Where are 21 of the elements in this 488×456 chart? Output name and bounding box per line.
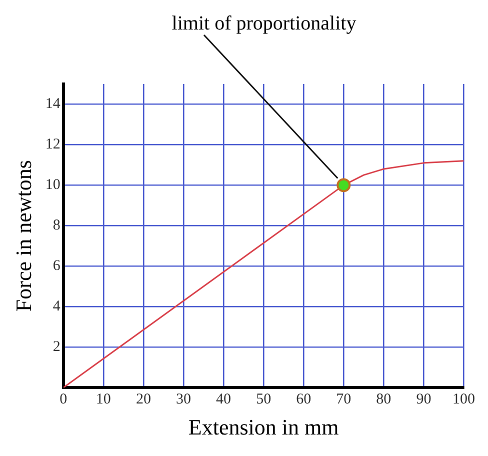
y-tick-label: 14: [45, 96, 61, 112]
x-tick-label: 70: [336, 392, 352, 408]
x-tick-label: 60: [296, 392, 312, 408]
text: limit of proportionality: [172, 12, 356, 34]
x-tick-label: 40: [216, 392, 232, 408]
y-tick-label: 10: [45, 177, 60, 194]
y-tick-label: 2: [52, 339, 60, 356]
x-tick-label: 100: [452, 392, 475, 408]
x-tick-label: 0: [60, 392, 68, 408]
y-tick-label: 4: [52, 298, 61, 315]
y-tick-label: 12: [45, 136, 60, 153]
x-tick-label: 10: [96, 392, 111, 408]
y-tick-label: 6: [52, 258, 61, 274]
x-tick-label: 20: [136, 392, 151, 408]
x-axis-title: Extension in mm: [188, 414, 339, 440]
y-tick-label: 8: [52, 218, 60, 234]
x-tick-label: 30: [176, 392, 192, 408]
x-tick-label: 80: [376, 392, 392, 408]
y-axis-title: Force in newtons: [10, 160, 36, 312]
x-tick-label: 50: [256, 392, 272, 408]
x-tick-label: 90: [416, 392, 432, 408]
